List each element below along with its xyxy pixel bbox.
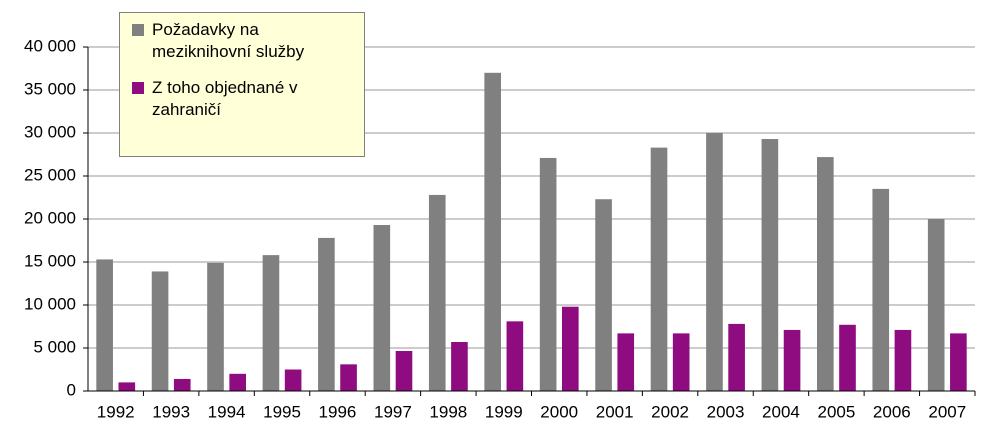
x-tick-label: 2007	[928, 402, 966, 421]
legend-swatch	[132, 82, 144, 94]
bar	[318, 237, 335, 391]
x-tick-label: 2000	[540, 402, 578, 421]
bar	[395, 351, 413, 391]
x-tick-label: 2004	[762, 402, 800, 421]
bar	[484, 72, 502, 392]
bar	[173, 378, 191, 391]
y-tick-label: 5 000	[33, 337, 76, 356]
bar	[672, 333, 690, 391]
x-tick-label: 2002	[651, 402, 689, 421]
legend: Požadavky na meziknihovní služby Z toho o…	[119, 12, 365, 157]
y-tick-label: 35 000	[24, 79, 76, 98]
bar	[207, 262, 224, 391]
x-tick-label: 1997	[374, 402, 412, 421]
y-tick-label: 10 000	[24, 294, 76, 313]
bar	[284, 369, 302, 391]
bar	[373, 225, 391, 391]
bar	[706, 133, 723, 391]
legend-label: Požadavky na meziknihovní služby	[152, 20, 305, 61]
y-tick-label: 15 000	[24, 251, 76, 270]
bar	[927, 219, 945, 391]
bar	[728, 323, 745, 391]
bar	[950, 333, 967, 391]
bar	[817, 157, 834, 391]
x-tick-label: 1996	[319, 402, 357, 421]
legend-entry: Požadavky na meziknihovní služby	[126, 19, 352, 63]
bar	[118, 382, 136, 391]
y-tick-label: 25 000	[24, 165, 76, 184]
x-tick-label: 1999	[485, 402, 523, 421]
bar	[783, 329, 801, 391]
y-tick-label: 40 000	[24, 36, 76, 55]
x-tick-label: 1998	[429, 402, 467, 421]
bar	[96, 259, 113, 391]
bar	[229, 373, 246, 391]
y-tick-label: 30 000	[24, 122, 76, 141]
x-tick-label: 2001	[596, 402, 634, 421]
y-tick-label: 0	[67, 380, 76, 399]
bar	[617, 333, 635, 391]
bar	[894, 329, 912, 391]
bar	[561, 306, 579, 391]
x-tick-label: 2003	[707, 402, 745, 421]
bar	[340, 364, 357, 391]
bar	[839, 324, 856, 391]
bar	[872, 188, 890, 391]
legend-label: Z toho objednané v zahraničí	[152, 78, 298, 119]
bar	[151, 271, 169, 391]
bar	[539, 157, 557, 391]
bar	[761, 139, 779, 391]
x-tick-label: 1995	[263, 402, 301, 421]
legend-swatch	[132, 24, 144, 36]
x-tick-label: 1992	[97, 402, 135, 421]
bar	[262, 255, 280, 391]
bar	[595, 199, 612, 391]
x-tick-label: 2005	[817, 402, 855, 421]
x-tick-label: 2006	[873, 402, 911, 421]
bar	[506, 321, 524, 391]
bar	[451, 341, 468, 391]
bar	[650, 147, 668, 391]
bar	[428, 194, 446, 391]
x-tick-label: 1993	[152, 402, 190, 421]
y-tick-label: 20 000	[24, 208, 76, 227]
legend-entry: Z toho objednané v zahraničí	[126, 77, 352, 121]
x-tick-label: 1994	[208, 402, 246, 421]
